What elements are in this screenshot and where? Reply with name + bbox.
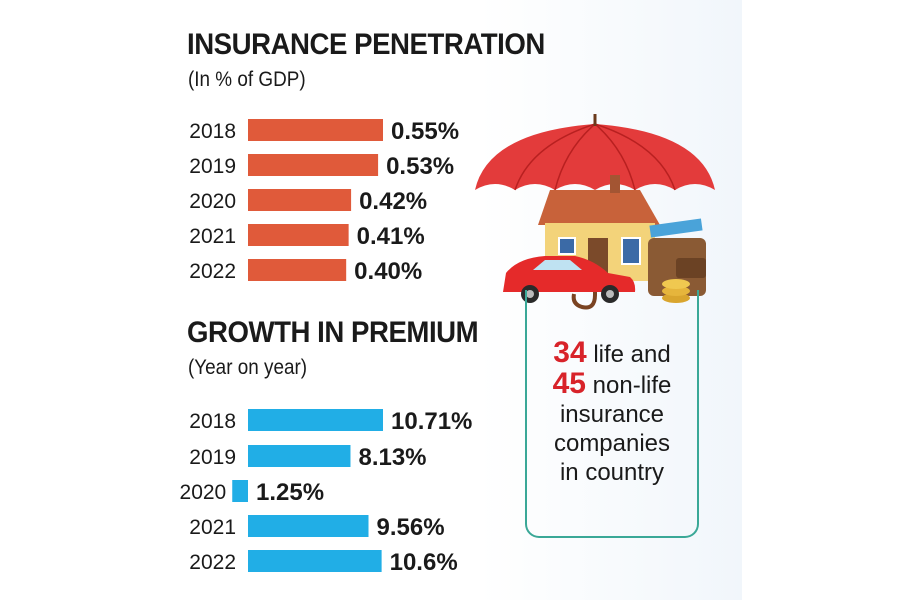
- penetration-bar: [248, 189, 352, 211]
- life-text: life and: [593, 341, 671, 368]
- penetration-value-label: 0.40%: [354, 258, 422, 285]
- penetration-value-label: 0.53%: [386, 153, 454, 180]
- penetration-year-label: 2019: [189, 155, 236, 178]
- premium-bar: [248, 550, 382, 572]
- premium-bar: [232, 480, 248, 502]
- life-count: 34: [553, 336, 587, 369]
- infographic-panel: [158, 0, 742, 600]
- penetration-title: INSURANCE PENETRATION: [187, 28, 545, 61]
- nonlife-count: 45: [552, 367, 586, 400]
- wallet-icon: [648, 218, 706, 296]
- penetration-subtitle: (In % of GDP): [188, 68, 306, 91]
- nonlife-text: non-life: [592, 372, 672, 399]
- callout-line-3: insurance: [559, 401, 665, 428]
- callout-line-4: companies: [553, 430, 671, 457]
- premium-bar: [248, 515, 369, 537]
- penetration-year-label: 2022: [189, 260, 236, 283]
- premium-title: GROWTH IN PREMIUM: [187, 316, 479, 349]
- umbrella-icon: [475, 114, 715, 310]
- premium-year-label: 2020: [180, 481, 227, 504]
- penetration-bar: [248, 224, 349, 246]
- premium-subtitle: (Year on year): [188, 356, 308, 379]
- premium-year-label: 2019: [189, 446, 236, 469]
- premium-bar: [248, 445, 351, 467]
- coins-icon: [662, 279, 690, 303]
- company-count-text: 34 life and 45 non-life insurance compan…: [527, 338, 697, 487]
- penetration-year-label: 2018: [189, 120, 236, 143]
- company-count-box: 34 life and 45 non-life insurance compan…: [525, 290, 699, 538]
- premium-value-label: 10.6%: [390, 549, 458, 576]
- premium-year-label: 2018: [189, 410, 236, 433]
- premium-year-label: 2021: [189, 516, 236, 539]
- premium-value-label: 9.56%: [377, 514, 445, 541]
- premium-year-label: 2022: [189, 551, 236, 574]
- penetration-bar: [248, 119, 383, 141]
- penetration-year-label: 2021: [189, 225, 236, 248]
- penetration-value-label: 0.42%: [359, 188, 427, 215]
- penetration-value-label: 0.41%: [357, 223, 425, 250]
- penetration-bar: [248, 154, 379, 176]
- premium-value-label: 8.13%: [358, 444, 426, 471]
- premium-value-label: 10.71%: [391, 408, 472, 435]
- penetration-year-label: 2020: [189, 190, 236, 213]
- car-icon: [503, 256, 636, 303]
- penetration-bar: [248, 259, 347, 281]
- callout-line-5: in country: [559, 459, 665, 486]
- premium-value-label: 1.25%: [256, 479, 324, 506]
- premium-bar: [248, 409, 383, 431]
- insurance-illustration: [475, 114, 715, 310]
- penetration-value-label: 0.55%: [391, 118, 459, 145]
